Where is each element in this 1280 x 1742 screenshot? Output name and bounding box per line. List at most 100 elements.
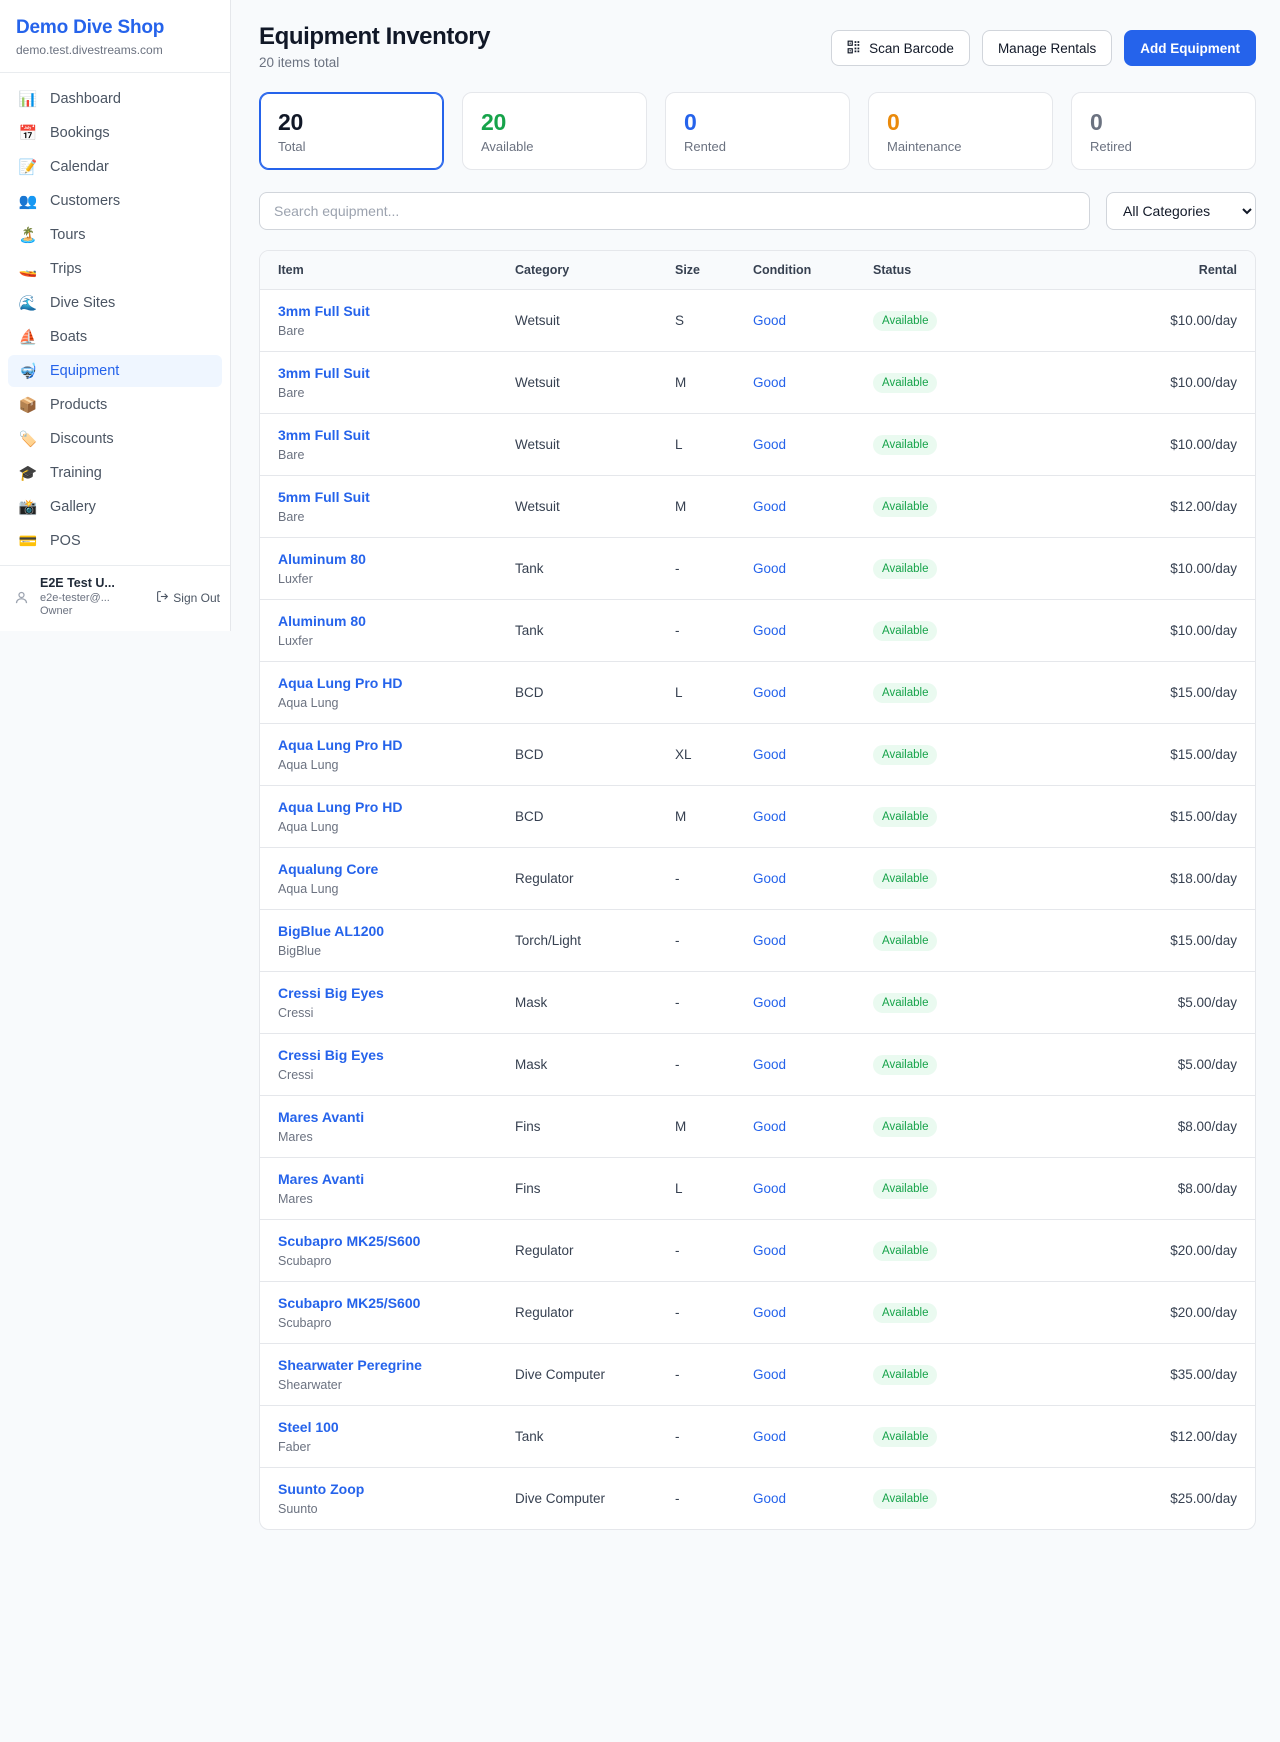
item-link[interactable]: Suunto Zoop xyxy=(278,1481,365,1497)
sidebar-item-label: Training xyxy=(50,465,102,481)
condition-link[interactable]: Good xyxy=(753,685,787,700)
condition-link[interactable]: Good xyxy=(753,747,787,762)
cell-rental: $8.00/day xyxy=(998,1157,1255,1220)
item-link[interactable]: BigBlue AL1200 xyxy=(278,923,385,939)
page-title: Equipment Inventory xyxy=(259,23,491,50)
item-link[interactable]: Cressi Big Eyes xyxy=(278,1047,384,1063)
table-row[interactable]: 5mm Full Suit Bare Wetsuit M Good Available $1… xyxy=(260,475,1255,538)
item-link[interactable]: Steel 100 xyxy=(278,1419,339,1435)
cell-size: M xyxy=(675,1095,753,1158)
table-row[interactable]: Cressi Big Eyes Cressi Mask - Good Available $… xyxy=(260,971,1255,1034)
table-row[interactable]: Scubapro MK25/S600 Scubapro Regulator - Good… xyxy=(260,1281,1255,1344)
table-row[interactable]: Aluminum 80 Luxfer Tank - Good Available $10.0… xyxy=(260,599,1255,662)
table-row[interactable]: Aluminum 80 Luxfer Tank - Good Available $10.0… xyxy=(260,537,1255,600)
sidebar-item-bookings[interactable]: 📅 Bookings xyxy=(8,117,222,149)
search-input[interactable] xyxy=(259,192,1090,230)
item-link[interactable]: 3mm Full Suit xyxy=(278,303,370,319)
item-link[interactable]: Aqualung Core xyxy=(278,861,379,877)
table-row[interactable]: BigBlue AL1200 BigBlue Torch/Light - Good Ava… xyxy=(260,909,1255,972)
condition-link[interactable]: Good xyxy=(753,1057,787,1072)
table-row[interactable]: 3mm Full Suit Bare Wetsuit L Good Available $1… xyxy=(260,413,1255,476)
item-link[interactable]: 3mm Full Suit xyxy=(278,427,370,443)
condition-link[interactable]: Good xyxy=(753,871,787,886)
category-select[interactable]: All CategoriesWetsuitTankBCDRegulatorTor… xyxy=(1106,192,1256,230)
condition-link[interactable]: Good xyxy=(753,561,787,576)
table-row[interactable]: Shearwater Peregrine Shearwater Dive Compu… xyxy=(260,1343,1255,1406)
cell-condition: Good xyxy=(753,1343,873,1406)
cell-size: L xyxy=(675,1157,753,1220)
condition-link[interactable]: Good xyxy=(753,1367,787,1382)
scan-barcode-button[interactable]: Scan Barcode xyxy=(831,30,970,66)
table-row[interactable]: Aqua Lung Pro HD Aqua Lung BCD L Good Availab… xyxy=(260,661,1255,724)
stat-card-retired[interactable]: 0 Retired xyxy=(1071,92,1256,170)
condition-link[interactable]: Good xyxy=(753,375,787,390)
cell-condition: Good xyxy=(753,351,873,414)
condition-link[interactable]: Good xyxy=(753,1119,787,1134)
sidebar-item-boats[interactable]: ⛵ Boats xyxy=(8,321,222,353)
table-row[interactable]: Aqualung Core Aqua Lung Regulator - Good Avai… xyxy=(260,847,1255,910)
item-link[interactable]: Aluminum 80 xyxy=(278,613,366,629)
item-link[interactable]: Aqua Lung Pro HD xyxy=(278,737,403,753)
item-link[interactable]: Mares Avanti xyxy=(278,1109,365,1125)
sidebar-item-equipment[interactable]: 🤿 Equipment xyxy=(8,355,222,387)
item-link[interactable]: Aqua Lung Pro HD xyxy=(278,799,403,815)
cell-size: - xyxy=(675,971,753,1034)
table-row[interactable]: 3mm Full Suit Bare Wetsuit M Good Available $1… xyxy=(260,351,1255,414)
stat-card-maintenance[interactable]: 0 Maintenance xyxy=(868,92,1053,170)
table-row[interactable]: Aqua Lung Pro HD Aqua Lung BCD M Good Availab… xyxy=(260,785,1255,848)
cell-category: Tank xyxy=(515,599,675,662)
condition-link[interactable]: Good xyxy=(753,933,787,948)
condition-link[interactable]: Good xyxy=(753,1491,787,1506)
condition-link[interactable]: Good xyxy=(753,1243,787,1258)
stat-card-rented[interactable]: 0 Rented xyxy=(665,92,850,170)
brand-block[interactable]: Demo Dive Shop demo.test.divestreams.com xyxy=(0,0,230,73)
sign-out-button[interactable]: Sign Out xyxy=(156,590,220,606)
status-badge: Available xyxy=(873,1364,938,1385)
table-row[interactable]: Suunto Zoop Suunto Dive Computer - Good Avail… xyxy=(260,1468,1255,1530)
item-link[interactable]: Mares Avanti xyxy=(278,1171,365,1187)
condition-link[interactable]: Good xyxy=(753,995,787,1010)
item-link[interactable]: Shearwater Peregrine xyxy=(278,1357,422,1373)
item-link[interactable]: Cressi Big Eyes xyxy=(278,985,384,1001)
condition-link[interactable]: Good xyxy=(753,1305,787,1320)
table-row[interactable]: 3mm Full Suit Bare Wetsuit S Good Available $1… xyxy=(260,289,1255,352)
add-equipment-button[interactable]: Add Equipment xyxy=(1124,30,1256,66)
table-row[interactable]: Aqua Lung Pro HD Aqua Lung BCD XL Good Availa… xyxy=(260,723,1255,786)
sidebar-item-tours[interactable]: 🏝️ Tours xyxy=(8,219,222,251)
condition-link[interactable]: Good xyxy=(753,499,787,514)
sidebar-item-trips[interactable]: 🚤 Trips xyxy=(8,253,222,285)
item-link[interactable]: Aqua Lung Pro HD xyxy=(278,675,403,691)
sidebar-item-customers[interactable]: 👥 Customers xyxy=(8,185,222,217)
sidebar-item-training[interactable]: 🎓 Training xyxy=(8,457,222,489)
item-link[interactable]: Scubapro MK25/S600 xyxy=(278,1233,421,1249)
sidebar-item-discounts[interactable]: 🏷️ Discounts xyxy=(8,423,222,455)
item-link[interactable]: 5mm Full Suit xyxy=(278,489,370,505)
item-link[interactable]: Aluminum 80 xyxy=(278,551,366,567)
item-link[interactable]: Scubapro MK25/S600 xyxy=(278,1295,421,1311)
table-row[interactable]: Mares Avanti Mares Fins M Good Available $8.00… xyxy=(260,1095,1255,1158)
sidebar-item-pos[interactable]: 💳 POS xyxy=(8,525,222,557)
condition-link[interactable]: Good xyxy=(753,809,787,824)
table-row[interactable]: Scubapro MK25/S600 Scubapro Regulator - Good… xyxy=(260,1219,1255,1282)
table-row[interactable]: Cressi Big Eyes Cressi Mask - Good Available $… xyxy=(260,1033,1255,1096)
sidebar-item-gallery[interactable]: 📸 Gallery xyxy=(8,491,222,523)
sidebar-item-products[interactable]: 📦 Products xyxy=(8,389,222,421)
stat-card-available[interactable]: 20 Available xyxy=(462,92,647,170)
sidebar-item-label: Equipment xyxy=(50,363,120,379)
table-row[interactable]: Mares Avanti Mares Fins L Good Available $8.00… xyxy=(260,1157,1255,1220)
sidebar-item-calendar[interactable]: 📝 Calendar xyxy=(8,151,222,183)
condition-link[interactable]: Good xyxy=(753,1429,787,1444)
cell-item: Suunto Zoop Suunto xyxy=(260,1468,515,1530)
sidebar-item-dive-sites[interactable]: 🌊 Dive Sites xyxy=(8,287,222,319)
condition-link[interactable]: Good xyxy=(753,623,787,638)
cell-status: Available xyxy=(873,1405,998,1468)
add-equipment-label: Add Equipment xyxy=(1140,40,1240,56)
stat-card-total[interactable]: 20 Total xyxy=(259,92,444,170)
item-link[interactable]: 3mm Full Suit xyxy=(278,365,370,381)
sidebar-item-dashboard[interactable]: 📊 Dashboard xyxy=(8,83,222,115)
table-row[interactable]: Steel 100 Faber Tank - Good Available $12.00/d… xyxy=(260,1405,1255,1468)
condition-link[interactable]: Good xyxy=(753,1181,787,1196)
condition-link[interactable]: Good xyxy=(753,313,787,328)
condition-link[interactable]: Good xyxy=(753,437,787,452)
manage-rentals-button[interactable]: Manage Rentals xyxy=(981,30,1113,66)
